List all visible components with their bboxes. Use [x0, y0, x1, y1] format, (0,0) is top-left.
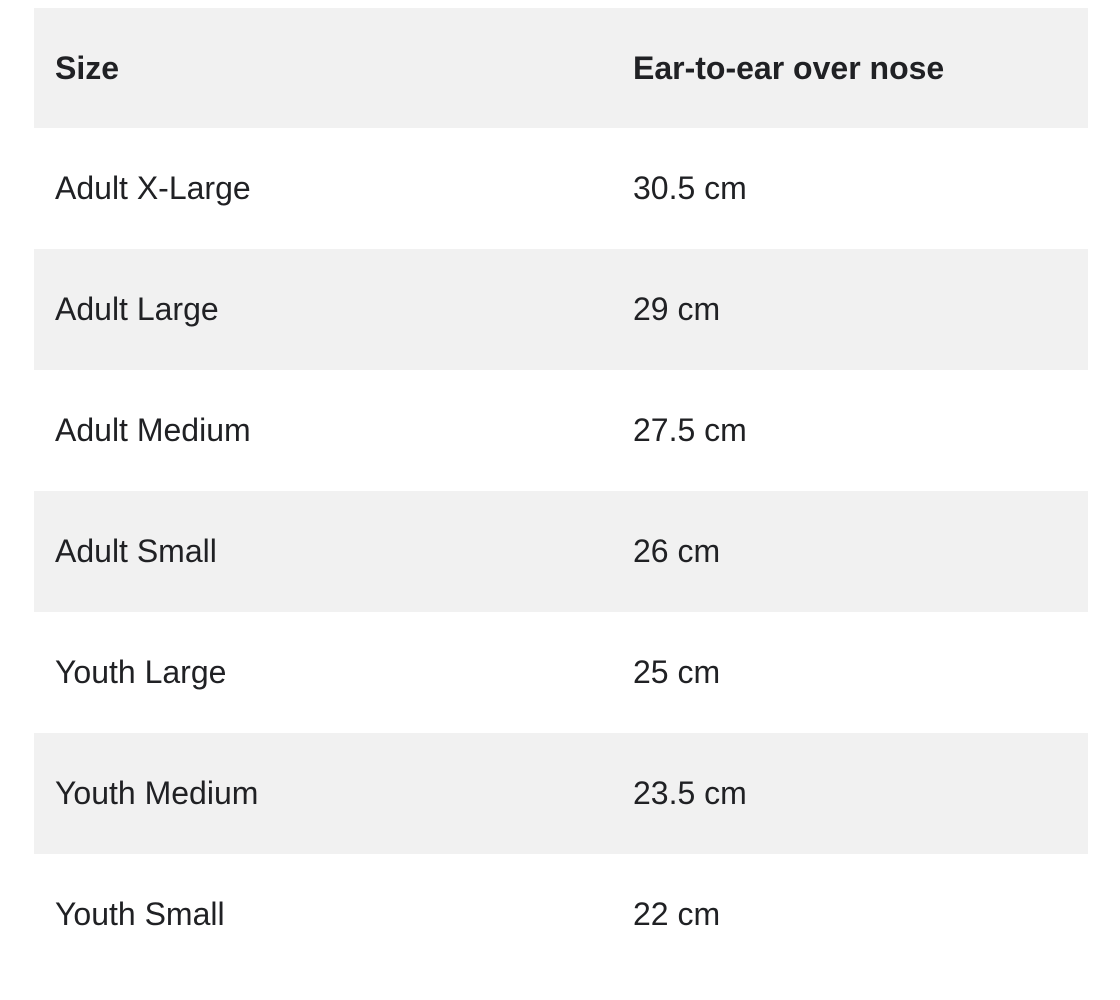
table-row: Adult X-Large 30.5 cm — [34, 128, 1088, 249]
cell-size: Youth Medium — [55, 775, 259, 812]
cell-size: Youth Large — [55, 654, 227, 691]
column-header-size: Size — [34, 8, 612, 128]
cell-measurement: 23.5 cm — [633, 775, 747, 812]
column-header-ear-to-ear-over-nose: Ear-to-ear over nose — [612, 8, 1088, 128]
table-row: Adult Large 29 cm — [34, 249, 1088, 370]
size-chart-container: Size Ear-to-ear over nose Adult X-Large 3… — [34, 8, 1088, 975]
table-row: Youth Medium 23.5 cm — [34, 733, 1088, 854]
cell-size: Adult Medium — [55, 412, 251, 449]
table-row: Youth Large 25 cm — [34, 612, 1088, 733]
cell-measurement: 26 cm — [633, 533, 721, 570]
cell-size: Adult Large — [55, 291, 219, 328]
cell-measurement: 22 cm — [633, 896, 721, 933]
cell-measurement: 27.5 cm — [633, 412, 747, 449]
table-row: Adult Medium 27.5 cm — [34, 370, 1088, 491]
cell-size: Youth Small — [55, 896, 225, 933]
cell-measurement: 25 cm — [633, 654, 721, 691]
table-row: Adult Small 26 cm — [34, 491, 1088, 612]
header-row: Size Ear-to-ear over nose — [34, 8, 1088, 128]
cell-measurement: 29 cm — [633, 291, 721, 328]
cell-size: Adult Small — [55, 533, 217, 570]
table-row: Youth Small 22 cm — [34, 854, 1088, 975]
cell-size: Adult X-Large — [55, 170, 251, 207]
size-table-body: Adult X-Large 30.5 cm Adult Large 29 cm Adul… — [34, 128, 1088, 975]
cell-measurement: 30.5 cm — [633, 170, 747, 207]
size-chart-table: Size Ear-to-ear over nose Adult X-Large 3… — [34, 8, 1088, 975]
